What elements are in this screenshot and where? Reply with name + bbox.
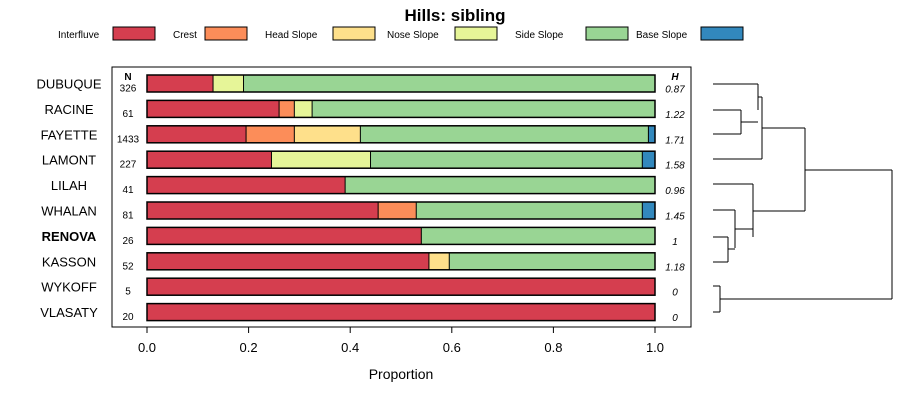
h-value-kasson: 1.18 — [665, 262, 685, 273]
legend-swatch-crest — [204, 26, 248, 41]
legend-swatch-side-slope — [585, 26, 629, 41]
bar-outline-lilah — [146, 175, 656, 195]
row-label-kasson: KASSON — [42, 254, 96, 269]
x-axis-label: Proportion — [369, 366, 434, 382]
legend-label-nose-slope: Nose Slope — [387, 30, 439, 41]
row-label-vlasaty: VLASATY — [40, 305, 98, 320]
x-tick-label: 0.8 — [544, 340, 562, 355]
row-label-whalan: WHALAN — [41, 204, 97, 219]
h-value-vlasaty: 0 — [672, 313, 678, 324]
bar-outline-wykoff — [146, 277, 656, 296]
bar-vlasaty-interfluve — [147, 303, 655, 321]
n-value-renova: 26 — [122, 236, 134, 247]
n-value-kasson: 52 — [122, 261, 134, 272]
bar-racine-side-slope — [312, 100, 655, 118]
x-tick-label: 0.4 — [341, 340, 359, 355]
bar-lamont-base-slope — [642, 151, 655, 169]
chart-title: Hills: sibling — [404, 6, 505, 25]
bar-fayette-base-slope — [648, 125, 655, 143]
n-value-racine: 61 — [122, 109, 134, 120]
x-axis: 0.0 0.2 0.4 0.6 0.8 1.0 — [138, 327, 664, 355]
row-label-lilah: LILAH — [51, 178, 87, 193]
bar-kasson-interfluve — [147, 252, 429, 270]
n-value-fayette: 1433 — [117, 134, 140, 145]
bar-outline-fayette — [146, 125, 656, 144]
n-value-wykoff: 5 — [125, 287, 131, 298]
h-value-wykoff: 0 — [672, 288, 678, 299]
row-label-lamont: LAMONT — [42, 153, 96, 168]
bar-renova-side-slope — [421, 227, 655, 245]
h-value-dubuque: 0.87 — [665, 85, 685, 96]
bar-lilah-side-slope — [345, 176, 655, 194]
legend-label-crest: Crest — [173, 30, 197, 41]
bar-fayette-side-slope — [360, 125, 649, 143]
bar-racine-nose-slope — [294, 100, 313, 118]
bar-fayette-interfluve — [147, 125, 247, 143]
x-tick-label: 0.0 — [138, 340, 156, 355]
h-value-fayette: 1.71 — [665, 135, 684, 146]
row-label-renova: RENOVA — [42, 229, 97, 244]
bar-outline-vlasaty — [146, 302, 656, 322]
row-label-dubuque: DUBUQUE — [36, 77, 101, 92]
x-tick-label: 1.0 — [646, 340, 664, 355]
dendrogram — [713, 83, 893, 313]
bar-lamont-interfluve — [147, 151, 272, 169]
bar-outline-racine — [146, 99, 656, 119]
n-value-vlasaty: 20 — [122, 312, 134, 323]
bar-renova-interfluve — [147, 227, 422, 245]
bar-outline-renova — [146, 226, 656, 246]
bar-fayette-crest — [246, 125, 295, 143]
h-value-renova: 1 — [672, 237, 678, 248]
legend-label-side-slope: Side Slope — [515, 30, 564, 41]
plot-frame — [111, 66, 692, 328]
bar-kasson-side-slope — [449, 252, 655, 270]
bar-dubuque-interfluve — [147, 75, 214, 92]
legend-label-base-slope: Base Slope — [636, 30, 688, 41]
bar-lamont-nose-slope — [271, 151, 371, 169]
h-value-lilah: 0.96 — [665, 186, 685, 197]
x-tick-label: 0.2 — [240, 340, 258, 355]
bar-whalan-interfluve — [147, 202, 379, 219]
bar-lilah-interfluve — [147, 176, 346, 194]
h-value-whalan: 1.45 — [665, 212, 685, 223]
row-label-fayette: FAYETTE — [41, 127, 98, 142]
n-value-dubuque: 326 — [120, 84, 137, 95]
legend: Interfluve Crest Head Slope Nose Slope Side … — [58, 26, 744, 41]
row-label-racine: RACINE — [44, 102, 93, 117]
bar-outline-kasson — [146, 252, 656, 271]
n-column-header: N — [124, 72, 131, 83]
x-tick-label: 0.6 — [443, 340, 461, 355]
bar-racine-crest — [279, 100, 295, 118]
n-value-lilah: 41 — [122, 185, 134, 196]
bar-wykoff-interfluve — [147, 278, 655, 296]
bar-outline-dubuque — [146, 74, 656, 93]
n-value-lamont: 227 — [120, 160, 137, 171]
legend-swatch-base-slope — [700, 26, 744, 41]
bar-dubuque-side-slope — [243, 75, 655, 92]
bar-whalan-base-slope — [642, 202, 655, 219]
h-value-lamont: 1.58 — [665, 161, 685, 172]
bar-outline-lamont — [146, 150, 656, 169]
bar-whalan-crest — [378, 202, 417, 219]
legend-label-head-slope: Head Slope — [265, 30, 318, 41]
bar-lamont-side-slope — [370, 151, 643, 169]
bar-rows: DUBUQUE 326 0.87 RACINE 61 1.22 FAYETTE 1433 1.7… — [36, 74, 685, 324]
legend-swatch-head-slope — [332, 26, 376, 41]
bar-fayette-head-slope — [294, 125, 361, 143]
bar-racine-interfluve — [147, 100, 280, 118]
legend-swatch-nose-slope — [454, 26, 498, 41]
bar-outline-whalan — [146, 201, 656, 220]
h-column-header: H — [671, 72, 679, 83]
legend-label-interfluve: Interfluve — [58, 30, 100, 41]
bar-whalan-side-slope — [416, 202, 643, 219]
legend-swatch-interfluve — [112, 26, 156, 41]
h-value-racine: 1.22 — [665, 110, 685, 121]
row-label-wykoff: WYKOFF — [41, 280, 97, 295]
bar-dubuque-nose-slope — [213, 75, 244, 92]
bar-kasson-head-slope — [428, 252, 450, 270]
n-value-whalan: 81 — [122, 211, 134, 222]
